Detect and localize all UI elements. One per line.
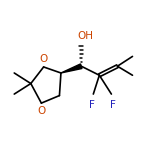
Text: F: F [89,100,95,110]
Text: OH: OH [77,31,93,41]
Text: F: F [110,100,116,110]
Text: O: O [37,106,45,116]
Polygon shape [61,64,82,73]
Text: O: O [40,54,48,64]
